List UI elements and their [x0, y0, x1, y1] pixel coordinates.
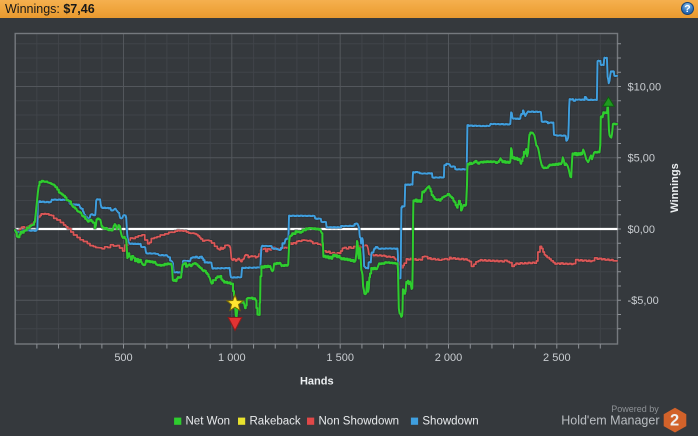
- svg-text:1 000: 1 000: [218, 352, 246, 364]
- svg-text:Net Won: Net Won: [186, 415, 231, 427]
- svg-text:Winnings: Winnings: [669, 163, 681, 212]
- svg-text:Non Showdown: Non Showdown: [319, 415, 400, 427]
- svg-text:Hold'em Manager: Hold'em Manager: [561, 414, 659, 428]
- svg-text:-$5,00: -$5,00: [628, 295, 659, 307]
- svg-text:2 000: 2 000: [435, 352, 463, 364]
- svg-text:$5,00: $5,00: [628, 153, 656, 165]
- svg-text:Rakeback: Rakeback: [250, 415, 301, 427]
- svg-text:Showdown: Showdown: [422, 415, 478, 427]
- svg-text:2: 2: [670, 411, 679, 429]
- svg-text:$0,00: $0,00: [628, 224, 656, 236]
- svg-text:2 500: 2 500: [543, 352, 571, 364]
- svg-text:Hands: Hands: [300, 376, 334, 388]
- svg-text:500: 500: [114, 352, 132, 364]
- svg-text:$10,00: $10,00: [628, 81, 662, 93]
- svg-text:Powered by: Powered by: [611, 404, 659, 414]
- svg-text:1 500: 1 500: [326, 352, 354, 364]
